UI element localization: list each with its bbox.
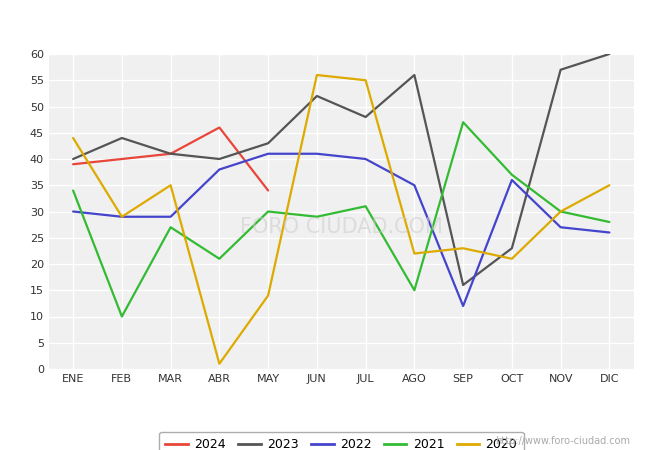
- Text: Matriculaciones de Vehiculos en Abrera: Matriculaciones de Vehiculos en Abrera: [161, 11, 489, 29]
- Text: http://www.foro-ciudad.com: http://www.foro-ciudad.com: [495, 436, 630, 446]
- Text: FORO CIUDAD.COM: FORO CIUDAD.COM: [240, 217, 443, 237]
- Legend: 2024, 2023, 2022, 2021, 2020: 2024, 2023, 2022, 2021, 2020: [159, 432, 523, 450]
